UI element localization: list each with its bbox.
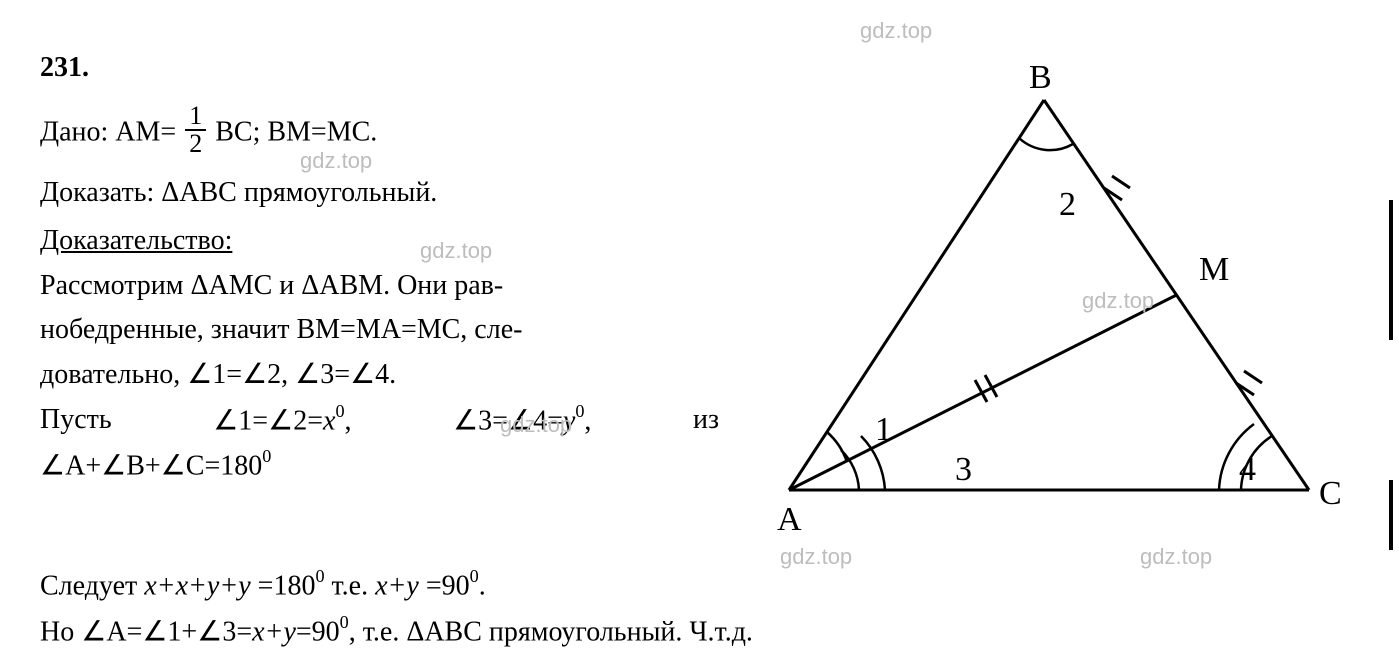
- angle-arc-two: [1019, 138, 1073, 150]
- fraction-denominator: 2: [185, 131, 206, 157]
- fraction-half: 1 2: [185, 103, 206, 157]
- triangle-figure: A B C M 1 2 3 4: [729, 20, 1369, 560]
- p4-a: Следует: [40, 570, 144, 601]
- vertex-label-a: A: [777, 501, 802, 538]
- p4-end: .: [479, 570, 486, 601]
- prove-text: ΔABC прямоугольный.: [161, 177, 437, 208]
- edge-ab: [789, 100, 1044, 490]
- given-prefix: AM=: [115, 116, 183, 147]
- p5-a: Но ∠A=∠1+∠3=: [40, 616, 252, 647]
- proof-para-2: Пусть ∠1=∠2=x0, ∠3=∠4=y0, из: [40, 400, 719, 442]
- p4-deg2: 0: [470, 566, 479, 586]
- proof-label-line: Доказательство:: [40, 221, 719, 262]
- vertex-label-c: C: [1319, 475, 1342, 512]
- proof-label: Доказательство:: [40, 225, 232, 256]
- prove-line: Доказать: ΔABC прямоугольный.: [40, 173, 719, 214]
- proof-para-1b: нобедренные, значит BM=MA=MC, сле-: [40, 310, 719, 351]
- p3-text: ∠A+∠B+∠C=180: [40, 451, 262, 482]
- vertex-label-b: B: [1029, 59, 1052, 96]
- proof-para-3: ∠A+∠B+∠C=1800: [40, 445, 719, 487]
- figure-column: A B C M 1 2 3 4: [719, 20, 1369, 565]
- prove-label: Доказать:: [40, 177, 161, 208]
- p2-group1: ∠1=∠2=x0,: [213, 400, 351, 442]
- fraction-numerator: 1: [185, 103, 206, 131]
- given-suffix: BC; BM=MC.: [215, 116, 377, 147]
- proof-para-5: Но ∠A=∠1+∠3=x+y=900, т.е. ΔABC прямоугол…: [40, 611, 1369, 653]
- p2-s5: ,: [584, 405, 591, 436]
- scan-edge-bar: [1389, 480, 1393, 550]
- tick-mc-1: [1244, 371, 1262, 383]
- proof-para-4: Следует x+x+y+y =1800 т.е. x+y =900.: [40, 565, 1369, 607]
- p2-y: y: [563, 405, 575, 436]
- text-column: 231. Дано: AM= 1 2 BC; BM=MC. Доказать: …: [40, 20, 719, 491]
- p2-x: x: [323, 405, 335, 436]
- angle-label-two: 2: [1059, 186, 1076, 223]
- proof-para-1a: Рассмотрим ΔAMC и ΔABM. Они рав-: [40, 266, 719, 307]
- vertex-label-m: M: [1199, 251, 1229, 288]
- angle-arc-one: [827, 432, 847, 462]
- problem-number: 231.: [40, 48, 719, 89]
- given-line: Дано: AM= 1 2 BC; BM=MC.: [40, 107, 719, 161]
- p4-deg1: 0: [315, 566, 324, 586]
- p2-deg1: 0: [335, 401, 344, 421]
- p5-deg: 0: [340, 612, 349, 632]
- p4-d: т.е.: [332, 570, 376, 601]
- p2-s2: ∠1=∠2=: [213, 405, 323, 436]
- p5-d: , т.е. ΔABC прямоугольный. Ч.т.д.: [349, 616, 753, 647]
- p3-deg: 0: [262, 446, 271, 466]
- p5-c: =90: [296, 616, 340, 647]
- tick-bm-1: [1112, 176, 1130, 188]
- scan-edge-bar: [1389, 200, 1393, 340]
- angle-label-three: 3: [955, 451, 972, 488]
- p2-s6: из: [693, 400, 719, 442]
- p2-deg2: 0: [575, 401, 584, 421]
- p4-e: x+y: [375, 570, 419, 601]
- p2-s1: Пусть: [40, 400, 112, 442]
- angle-label-four: 4: [1239, 451, 1256, 488]
- p4-b: x+x+y+y: [144, 570, 250, 601]
- p2-group2: ∠3=∠4=y0,: [453, 400, 591, 442]
- given-label: Дано:: [40, 116, 115, 147]
- p4-c: =180: [258, 570, 316, 601]
- p2-s3: ,: [345, 405, 352, 436]
- p5-b: x+y: [252, 616, 296, 647]
- content-row: 231. Дано: AM= 1 2 BC; BM=MC. Доказать: …: [40, 20, 1369, 565]
- page-root: gdz.topgdz.topgdz.topgdz.topgdz.topgdz.t…: [0, 0, 1399, 639]
- p2-s4: ∠3=∠4=: [453, 405, 563, 436]
- angle-label-one: 1: [875, 411, 892, 448]
- proof-para-1c: довательно, ∠1=∠2, ∠3=∠4.: [40, 355, 719, 396]
- p4-f: =90: [426, 570, 470, 601]
